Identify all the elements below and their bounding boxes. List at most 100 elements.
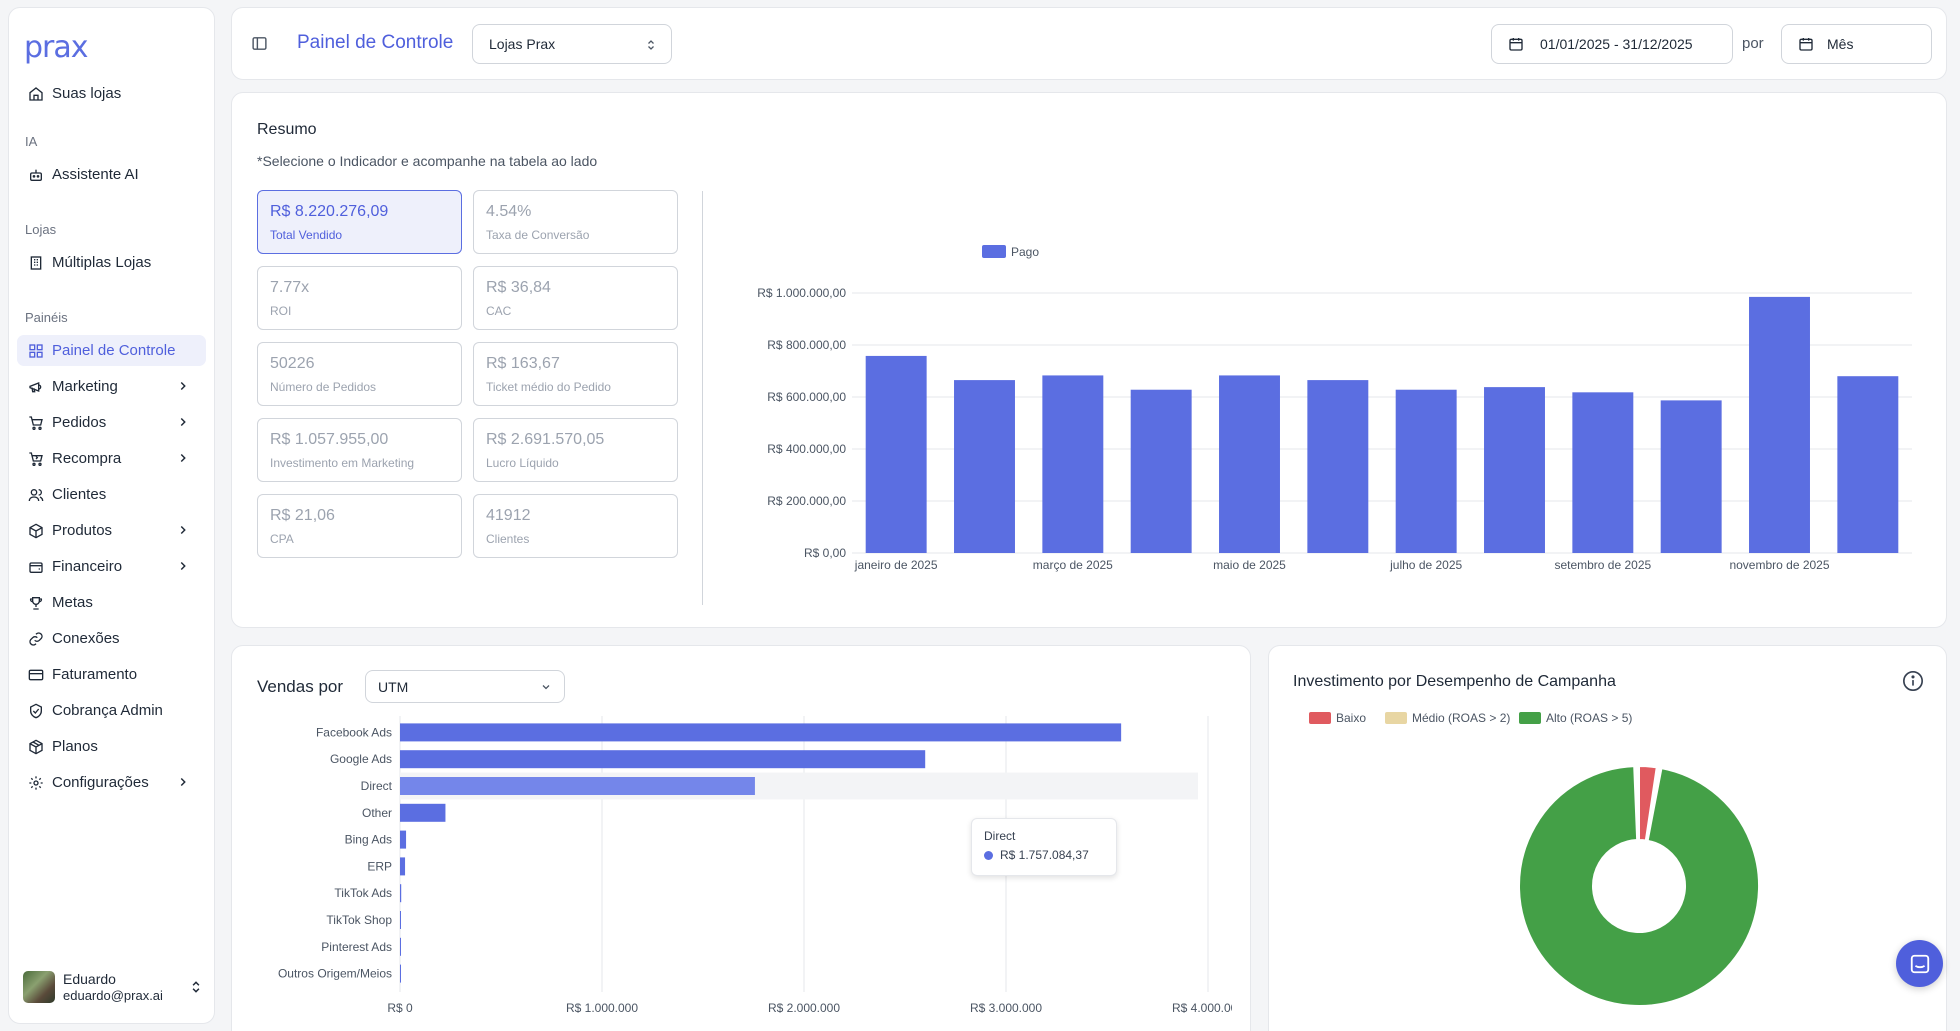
top-header: Painel de Controle Lojas Prax 01/01/2025… xyxy=(231,7,1947,80)
sidebar-item-produtos[interactable]: Produtos xyxy=(17,515,206,546)
sidebar-item-pedidos[interactable]: Pedidos xyxy=(17,407,206,438)
kpi-lucro-liquido[interactable]: R$ 2.691.570,05 Lucro Líquido xyxy=(473,418,678,482)
wallet-icon xyxy=(29,561,43,573)
x-tick-label: R$ 0 xyxy=(387,1001,413,1015)
sidebar-item-multiplas-lojas[interactable]: Múltiplas Lojas xyxy=(17,247,206,278)
sidebar-item-configuracoes[interactable]: Configurações xyxy=(17,767,206,798)
legend-swatch xyxy=(982,245,1006,258)
kpi-cac[interactable]: R$ 36,84 CAC xyxy=(473,266,678,330)
bar xyxy=(1395,389,1457,553)
kpi-numero-pedidos[interactable]: 50226 Número de Pedidos xyxy=(257,342,462,406)
kpi-ticket-medio[interactable]: R$ 163,67 Ticket médio do Pedido xyxy=(473,342,678,406)
box-icon xyxy=(29,523,43,538)
link-icon xyxy=(29,631,43,646)
sidebar-item-label: Clientes xyxy=(52,486,107,503)
x-tick-label: maio de 2025 xyxy=(1213,558,1286,572)
sidebar-item-label: Produtos xyxy=(52,522,113,539)
kpi-value: 50226 xyxy=(270,355,315,372)
y-tick-label: ERP xyxy=(367,859,392,873)
bar xyxy=(1572,392,1634,553)
kpi-total-vendido[interactable]: R$ 8.220.276,09 Total Vendido xyxy=(257,190,462,254)
legend-label: Pago xyxy=(1011,245,1039,259)
legend-label: Baixo xyxy=(1336,711,1366,725)
sidebar-item-label: Configurações xyxy=(52,774,149,791)
monthly-sales-chart: Pago R$ 0,00 R$ 200.000,00 R$ 400.000,00 R$ … xyxy=(757,245,1912,572)
chevron-right-icon xyxy=(180,777,186,787)
pie-slice xyxy=(1518,765,1760,1007)
resumo-card: Resumo *Selecione o Indicador e acompanh… xyxy=(231,92,1947,628)
sidebar-item-painel-de-controle[interactable]: Painel de Controle xyxy=(17,335,206,366)
bar xyxy=(400,723,1122,742)
sidebar-item-clientes[interactable]: Clientes xyxy=(17,479,206,510)
bar xyxy=(1484,387,1545,553)
resumo-subtitle: *Selecione o Indicador e acompanhe na ta… xyxy=(257,153,598,169)
kpi-value: R$ 8.220.276,09 xyxy=(270,203,389,220)
kpi-label: ROI xyxy=(270,304,292,318)
period-select-value: Mês xyxy=(1827,36,1854,52)
gear-icon xyxy=(29,775,43,790)
bar xyxy=(400,857,406,876)
period-select[interactable]: Mês xyxy=(1781,24,1932,64)
sidebar-item-label: Múltiplas Lojas xyxy=(52,254,152,271)
sidebar-toggle-icon[interactable] xyxy=(251,35,268,52)
tooltip-title: Direct xyxy=(984,829,1016,843)
avatar xyxy=(23,971,55,1003)
store-select-value: Lojas Prax xyxy=(489,36,556,52)
sidebar-item-label: Painel de Controle xyxy=(52,342,176,359)
kpi-value: 7.77x xyxy=(270,279,310,296)
y-tick-label: Google Ads xyxy=(330,752,392,766)
dimension-select[interactable]: UTM xyxy=(365,670,565,703)
kpi-taxa-conversao[interactable]: 4.54% Taxa de Conversão xyxy=(473,190,678,254)
tooltip-dot xyxy=(984,850,993,860)
sidebar-item-cobranca-admin[interactable]: Cobrança Admin xyxy=(17,695,206,726)
package-icon xyxy=(29,739,43,754)
x-tick-label: R$ 4.000.000 xyxy=(1172,1001,1232,1015)
sidebar-item-recompra[interactable]: Recompra xyxy=(17,443,206,474)
sidebar-item-conexoes[interactable]: Conexões xyxy=(17,623,206,654)
bar xyxy=(865,355,927,553)
y-tick-label: Outros Origem/Meios xyxy=(278,967,392,981)
kpi-label: Investimento em Marketing xyxy=(270,456,415,470)
sidebar-item-suas-lojas[interactable]: Suas lojas xyxy=(17,78,206,109)
legend-swatch xyxy=(1385,712,1407,724)
chevron-right-icon xyxy=(180,381,186,391)
kpi-investimento-marketing[interactable]: R$ 1.057.955,00 Investimento em Marketin… xyxy=(257,418,462,482)
sidebar-section-paineis: Painéis xyxy=(25,310,68,325)
chevron-right-icon xyxy=(180,417,186,427)
sidebar-item-financeiro[interactable]: Financeiro xyxy=(17,551,206,582)
kpi-clientes[interactable]: 41912 Clientes xyxy=(473,494,678,558)
kpi-roi[interactable]: 7.77x ROI xyxy=(257,266,462,330)
sidebar-item-faturamento[interactable]: Faturamento xyxy=(17,659,206,690)
investimento-card: Investimento por Desempenho de Campanha … xyxy=(1268,645,1947,1031)
sidebar-item-label: Cobrança Admin xyxy=(52,702,163,719)
sidebar-item-metas[interactable]: Metas xyxy=(17,587,206,618)
chat-support-button[interactable] xyxy=(1896,940,1943,987)
bot-icon xyxy=(30,169,42,181)
kpi-label: Clientes xyxy=(486,532,530,546)
sidebar-item-label: Recompra xyxy=(52,450,122,467)
kpi-cpa[interactable]: R$ 21,06 CPA xyxy=(257,494,462,558)
bar xyxy=(954,380,1015,553)
sidebar-item-planos[interactable]: Planos xyxy=(17,731,206,762)
dashboard-icon xyxy=(29,343,43,358)
dimension-select-value: UTM xyxy=(378,679,409,695)
y-tick-label: TikTok Ads xyxy=(334,886,392,900)
bar xyxy=(400,777,755,795)
users-icon xyxy=(28,488,44,501)
y-tick-label: R$ 600.000,00 xyxy=(767,390,846,404)
divider xyxy=(702,191,703,605)
info-icon[interactable] xyxy=(1902,670,1924,692)
shield-check-icon xyxy=(30,703,42,718)
sidebar-item-marketing[interactable]: Marketing xyxy=(17,371,206,402)
date-range-picker[interactable]: 01/01/2025 - 31/12/2025 xyxy=(1491,24,1733,64)
sidebar-section-lojas: Lojas xyxy=(25,222,57,237)
por-label: por xyxy=(1742,35,1764,52)
x-tick-label: R$ 1.000.000 xyxy=(566,1001,638,1015)
calendar-icon xyxy=(1799,38,1813,51)
sidebar-item-assistente-ai[interactable]: Assistente AI xyxy=(17,159,206,190)
bar xyxy=(1219,375,1280,553)
user-menu[interactable]: Eduardo eduardo@prax.ai xyxy=(23,967,203,1007)
chevron-down-icon xyxy=(542,685,550,690)
prax-logo[interactable]: prax xyxy=(24,30,89,65)
store-select[interactable]: Lojas Prax xyxy=(472,24,672,64)
